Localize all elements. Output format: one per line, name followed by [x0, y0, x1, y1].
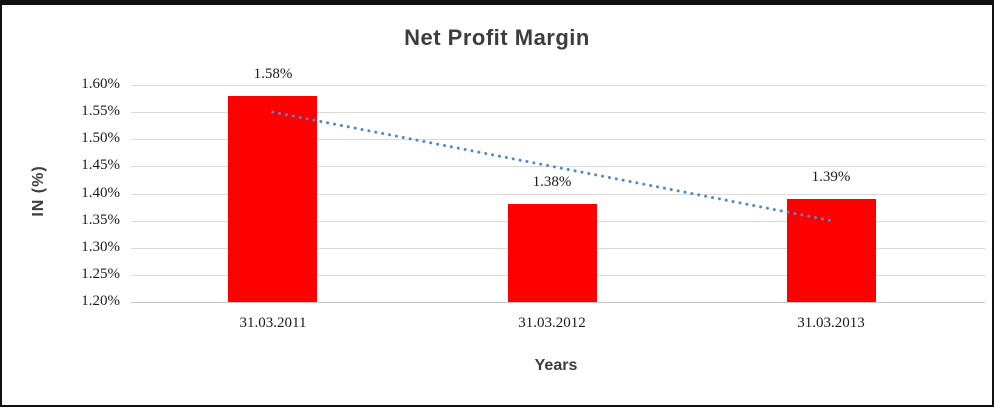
y-tick-label: 1.50% — [81, 130, 120, 146]
gridline — [131, 302, 985, 303]
x-tick-label: 31.03.2011 — [239, 315, 307, 331]
bar — [508, 204, 597, 302]
bar-value-label: 1.39% — [811, 169, 851, 185]
y-tick-label: 1.20% — [81, 293, 120, 309]
bar — [787, 199, 876, 302]
y-tick-label: 1.45% — [81, 157, 120, 173]
y-tick-label: 1.55% — [81, 103, 120, 119]
chart-title: Net Profit Margin — [404, 25, 590, 50]
y-tick-label: 1.60% — [81, 76, 120, 92]
x-tick-label: 31.03.2012 — [518, 315, 586, 331]
y-tick-label: 1.40% — [81, 185, 120, 201]
bar-value-label: 1.38% — [532, 174, 572, 190]
gridline — [131, 85, 985, 86]
y-tick-label: 1.25% — [81, 266, 120, 282]
bar-value-label: 1.58% — [253, 66, 293, 82]
bar — [228, 96, 317, 302]
x-axis-title: Years — [534, 357, 578, 374]
y-tick-label: 1.30% — [81, 239, 120, 255]
x-tick-label: 31.03.2013 — [797, 315, 865, 331]
y-tick-label: 1.35% — [81, 212, 120, 228]
